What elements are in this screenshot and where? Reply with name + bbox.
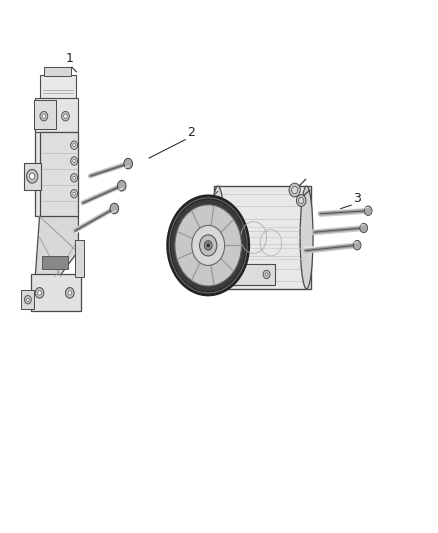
Text: 3: 3 — [353, 192, 361, 206]
Circle shape — [124, 158, 133, 169]
Circle shape — [167, 195, 249, 295]
Circle shape — [27, 169, 38, 183]
FancyBboxPatch shape — [39, 75, 76, 100]
Polygon shape — [39, 132, 78, 216]
Circle shape — [30, 173, 35, 180]
Text: 2: 2 — [187, 125, 195, 139]
Circle shape — [208, 209, 215, 216]
Circle shape — [263, 270, 270, 279]
Circle shape — [208, 246, 215, 253]
FancyBboxPatch shape — [24, 163, 41, 190]
Circle shape — [40, 111, 48, 121]
Circle shape — [171, 200, 245, 290]
Circle shape — [68, 291, 71, 295]
Circle shape — [42, 114, 46, 118]
Circle shape — [73, 159, 75, 163]
Circle shape — [73, 176, 75, 180]
Circle shape — [353, 240, 361, 250]
Circle shape — [175, 205, 241, 286]
Circle shape — [110, 203, 119, 214]
Circle shape — [360, 223, 367, 233]
Circle shape — [71, 141, 78, 149]
Circle shape — [66, 288, 74, 298]
Text: 1: 1 — [66, 52, 74, 64]
FancyBboxPatch shape — [205, 243, 220, 256]
FancyBboxPatch shape — [221, 264, 275, 285]
FancyBboxPatch shape — [42, 256, 67, 269]
FancyBboxPatch shape — [31, 274, 81, 311]
Circle shape — [292, 186, 298, 194]
Circle shape — [192, 225, 225, 265]
Circle shape — [289, 183, 300, 197]
FancyBboxPatch shape — [205, 206, 220, 219]
Circle shape — [38, 291, 41, 295]
Circle shape — [35, 288, 44, 298]
FancyBboxPatch shape — [75, 240, 84, 277]
Circle shape — [117, 181, 126, 191]
Circle shape — [299, 197, 304, 204]
Circle shape — [226, 270, 233, 279]
FancyBboxPatch shape — [34, 100, 56, 130]
Circle shape — [62, 111, 69, 121]
FancyBboxPatch shape — [214, 186, 311, 289]
Circle shape — [265, 273, 268, 276]
Circle shape — [229, 273, 231, 276]
Circle shape — [200, 235, 217, 256]
Circle shape — [27, 298, 29, 301]
Polygon shape — [35, 216, 78, 277]
Circle shape — [25, 295, 32, 304]
FancyBboxPatch shape — [21, 290, 34, 309]
Ellipse shape — [211, 186, 225, 289]
Circle shape — [204, 241, 212, 250]
Circle shape — [364, 206, 372, 215]
Circle shape — [71, 157, 78, 165]
FancyBboxPatch shape — [35, 130, 76, 216]
Circle shape — [71, 174, 78, 182]
Circle shape — [64, 114, 67, 118]
Circle shape — [297, 195, 306, 206]
Circle shape — [73, 192, 75, 195]
FancyBboxPatch shape — [35, 98, 78, 132]
Ellipse shape — [300, 186, 313, 289]
Circle shape — [207, 244, 209, 247]
Circle shape — [71, 190, 78, 198]
Circle shape — [73, 143, 75, 147]
FancyBboxPatch shape — [44, 67, 71, 76]
